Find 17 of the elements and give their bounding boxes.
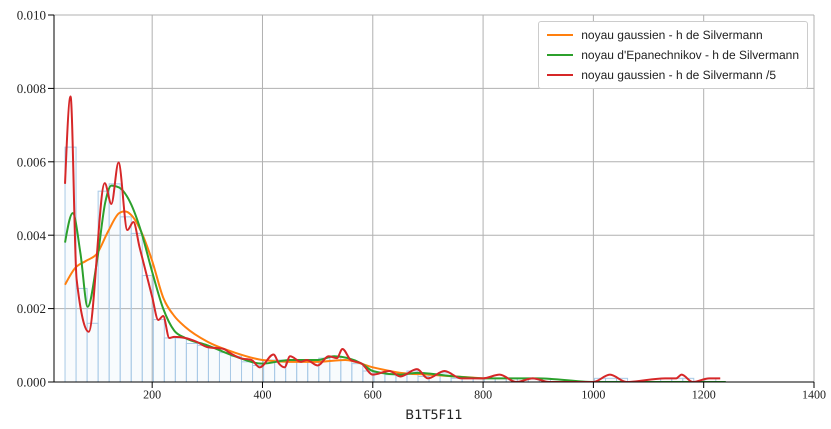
x-tick-label: 800 xyxy=(474,388,492,402)
x-tick-label: 400 xyxy=(253,388,272,402)
x-axis-title: B1T5F11 xyxy=(405,408,463,423)
y-tick-label: 0.002 xyxy=(16,301,46,316)
x-tick-label: 1400 xyxy=(802,388,826,402)
legend-label: noyau gaussien - h de Silvermann /5 xyxy=(581,68,776,82)
x-tick-label: 1200 xyxy=(692,388,716,402)
y-tick-label: 0.000 xyxy=(16,374,46,390)
legend-label: noyau gaussien - h de Silvermann xyxy=(581,28,763,42)
y-tick-label: 0.008 xyxy=(16,81,46,96)
y-tick-label: 0.010 xyxy=(16,8,46,23)
y-tick-label: 0.006 xyxy=(16,154,46,170)
x-tick-label: 1000 xyxy=(581,388,606,402)
y-tick-label: 0.004 xyxy=(16,228,46,243)
x-tick-label: 600 xyxy=(364,388,382,402)
x-tick-label: 200 xyxy=(143,388,162,402)
legend-label: noyau d'Epanechnikov - h de Silvermann xyxy=(581,48,799,62)
